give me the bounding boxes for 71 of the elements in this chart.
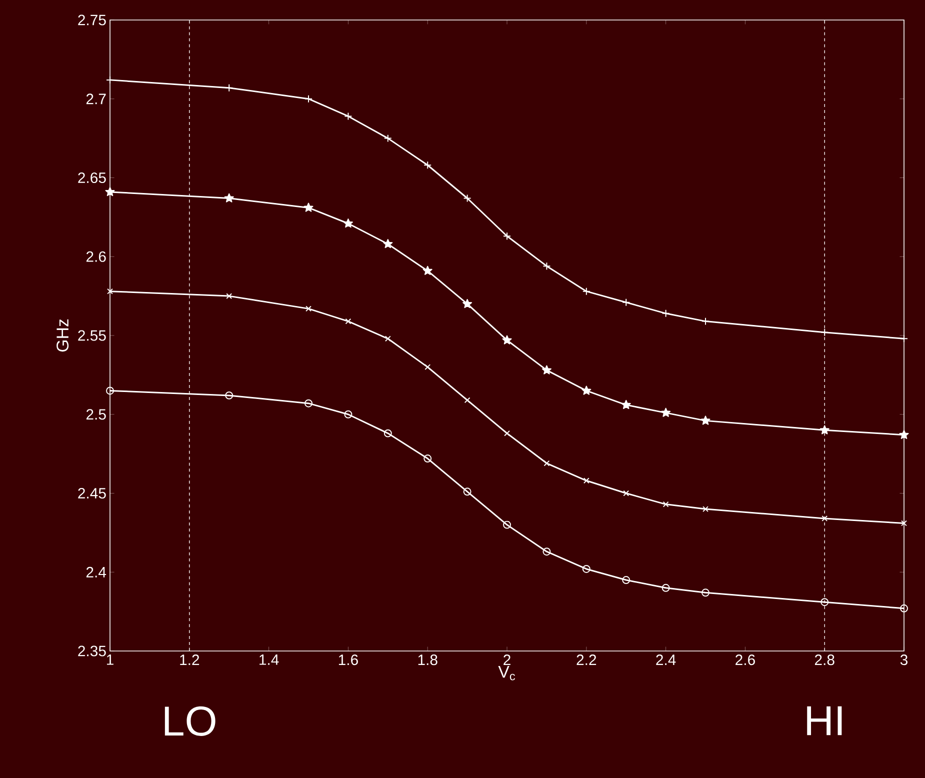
x-tick-label: 2	[504, 654, 510, 665]
point	[306, 306, 312, 312]
x-tick-label: 3	[900, 654, 908, 666]
point	[383, 239, 393, 248]
point	[107, 288, 113, 294]
point	[424, 454, 432, 463]
point	[900, 604, 908, 612]
point	[424, 364, 431, 370]
point	[662, 584, 670, 592]
point	[343, 218, 353, 228]
y-tick-label: 2.5	[86, 409, 106, 420]
point	[820, 425, 830, 434]
point	[542, 365, 552, 374]
y-tick-label: 2.65	[78, 172, 106, 184]
x-tick-label: 1.8	[418, 654, 438, 666]
y-axis-title: GHz	[56, 319, 69, 352]
x-tick-label: 1.4	[260, 654, 279, 665]
ref-line-label: LO	[164, 706, 216, 736]
y-tick-label: 2.6	[86, 251, 106, 262]
point	[503, 520, 511, 529]
point	[463, 488, 472, 496]
point	[702, 506, 708, 512]
point	[901, 520, 907, 526]
point	[661, 408, 671, 417]
point	[344, 410, 352, 418]
x-tick-label: 1.6	[338, 654, 358, 666]
y-tick-label: 2.35	[78, 646, 106, 656]
x-tick-label: 2.4	[656, 654, 676, 665]
point	[582, 386, 592, 395]
point	[502, 335, 512, 344]
y-tick-label: 2.7	[86, 94, 106, 104]
point	[105, 186, 115, 196]
point	[582, 564, 590, 573]
point	[623, 490, 630, 496]
point	[820, 598, 829, 606]
x-tick-label: 2.8	[814, 654, 834, 666]
point	[384, 429, 392, 438]
x-tick-label: 1	[106, 654, 114, 665]
point	[662, 501, 669, 508]
point	[224, 193, 234, 202]
point	[622, 576, 630, 584]
point	[422, 266, 432, 275]
point	[304, 399, 312, 408]
point	[542, 262, 551, 270]
x-axis-title: V$_{c}$	[498, 666, 516, 680]
y-tick-label: 2.75	[78, 14, 106, 26]
y-tick-label: 2.45	[78, 488, 106, 499]
x-tick-label: 2.6	[736, 654, 755, 666]
point	[542, 548, 551, 556]
point	[106, 386, 114, 395]
point	[822, 516, 828, 522]
point	[700, 416, 710, 425]
point	[226, 293, 232, 300]
point	[304, 202, 314, 212]
point	[345, 318, 352, 324]
y-tick-label: 2.4	[86, 566, 106, 578]
point	[583, 478, 590, 484]
point	[899, 430, 909, 440]
point	[702, 588, 710, 597]
point	[504, 430, 510, 436]
x-tick-label: 1.2	[180, 654, 200, 665]
x-tick-label: 2.2	[576, 654, 596, 665]
point	[621, 400, 631, 410]
point	[464, 397, 470, 404]
point	[463, 194, 472, 202]
ref-line-label: HI	[807, 706, 842, 736]
y-tick-label: 2.55	[78, 330, 106, 341]
point	[462, 298, 472, 308]
point	[384, 336, 391, 342]
point	[225, 391, 234, 400]
point	[544, 460, 550, 466]
